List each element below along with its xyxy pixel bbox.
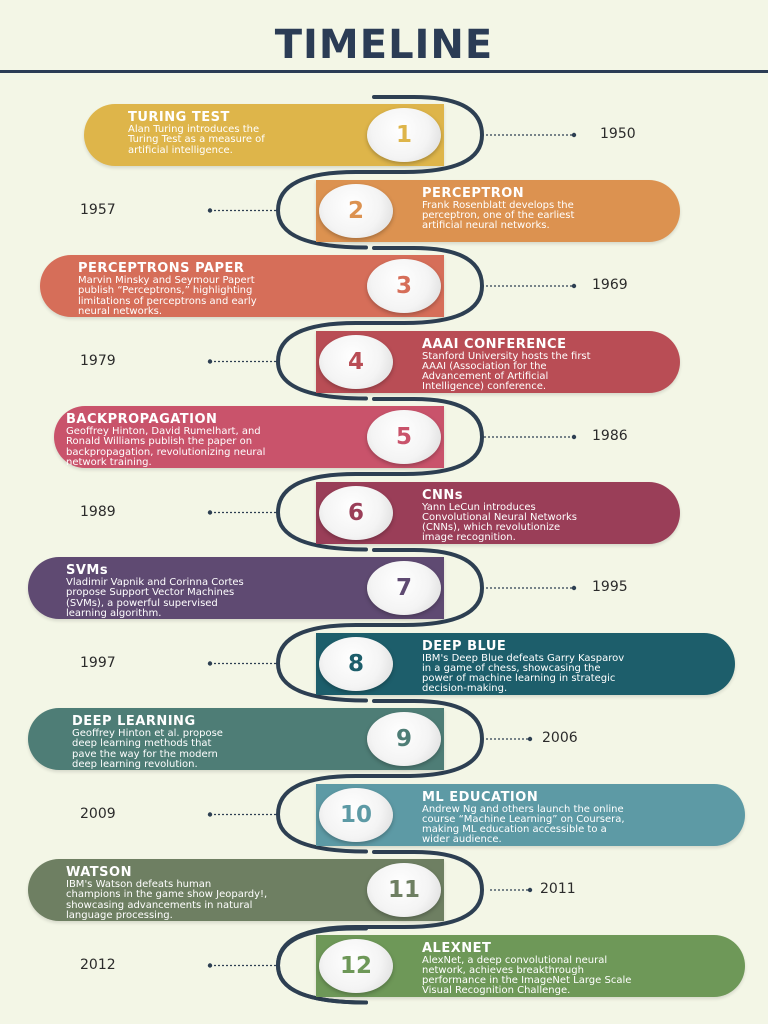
event-number-circle: 2	[319, 183, 393, 238]
event-number-circle: 5	[367, 410, 441, 464]
event-description: Vladimir Vapnik and Corinna Cortes propo…	[66, 577, 244, 619]
event-year: 1989	[80, 503, 116, 520]
event-description: Geoffrey Hinton et al. propose deep lear…	[72, 728, 223, 770]
title-underline	[0, 70, 768, 73]
event-number-circle: 8	[319, 636, 393, 691]
event-number-circle: 9	[367, 712, 441, 766]
year-leader-dot	[207, 661, 213, 666]
event-year: 1969	[592, 277, 628, 293]
event-number-circle: 4	[319, 334, 393, 389]
event-year: 1957	[80, 201, 116, 218]
event-description: Andrew Ng and others launch the online c…	[422, 803, 625, 846]
event-number-circle: 10	[319, 787, 393, 842]
event-title: ALEXNET	[422, 940, 492, 956]
event-year: 1995	[592, 579, 628, 595]
event-title: PERCEPTRON	[422, 185, 525, 201]
year-leader-dot	[571, 585, 577, 591]
year-leader-dot	[571, 132, 577, 138]
event-number-circle: 6	[319, 485, 393, 540]
event-year: 2006	[542, 730, 578, 746]
page-title: TIMELINE	[274, 22, 494, 68]
event-description: Marvin Minsky and Seymour Papert publish…	[78, 275, 257, 317]
connector-arc	[275, 397, 485, 552]
event-title: SVMs	[66, 563, 109, 578]
event-description: IBM's Watson defeats human champions in …	[66, 879, 268, 921]
event-year: 1950	[600, 126, 636, 142]
event-title: ML EDUCATION	[422, 789, 539, 805]
event-title: PERCEPTRONS PAPER	[78, 261, 245, 276]
event-year: 1979	[80, 352, 116, 369]
event-title: DEEP LEARNING	[72, 714, 196, 729]
event-year: 1997	[80, 654, 116, 671]
event-title: WATSON	[66, 865, 132, 880]
event-number-circle: 12	[319, 938, 393, 993]
event-card: PERCEPTRONS PAPER Marvin Minsky and Seymo…	[40, 255, 444, 317]
event-title: BACKPROPAGATION	[66, 412, 218, 427]
connector-arc	[275, 95, 485, 250]
event-year: 2009	[80, 805, 116, 822]
event-year: 2011	[540, 881, 576, 897]
event-number-circle: 11	[367, 863, 441, 917]
year-leader-dot	[527, 736, 533, 742]
connector-arc	[275, 926, 368, 1005]
event-description: IBM's Deep Blue defeats Garry Kasparov i…	[422, 652, 625, 695]
year-leader-dot	[207, 963, 213, 968]
year-leader-dot	[207, 510, 213, 515]
event-year: 2012	[80, 956, 116, 973]
year-leader-dot	[207, 208, 213, 213]
event-number-circle: 1	[367, 108, 441, 162]
event-description: Yann LeCun introduces Convolutional Neur…	[422, 501, 577, 544]
year-leader-dot	[571, 283, 577, 289]
event-description: Alan Turing introduces the Turing Test a…	[128, 124, 265, 156]
year-leader-dot	[527, 887, 533, 893]
connector-arc	[275, 699, 485, 854]
event-description: Geoffrey Hinton, David Rumelhart, and Ro…	[66, 426, 266, 468]
connector-arc	[275, 548, 485, 703]
event-number-circle: 7	[367, 561, 441, 615]
event-year: 1986	[592, 428, 628, 444]
event-title: DEEP BLUE	[422, 638, 507, 654]
event-description: Frank Rosenblatt develops the perceptron…	[422, 199, 575, 232]
event-description: Stanford University hosts the first AAAI…	[422, 350, 591, 393]
event-number-circle: 3	[367, 259, 441, 313]
event-title: TURING TEST	[128, 110, 230, 125]
year-leader-dot	[207, 812, 213, 817]
event-description: AlexNet, a deep convolutional neural net…	[422, 954, 632, 997]
year-leader-dot	[207, 359, 213, 364]
event-title: AAAI CONFERENCE	[422, 336, 567, 352]
connector-arc	[275, 246, 485, 401]
year-leader-dot	[571, 434, 577, 440]
event-title: CNNs	[422, 487, 464, 503]
